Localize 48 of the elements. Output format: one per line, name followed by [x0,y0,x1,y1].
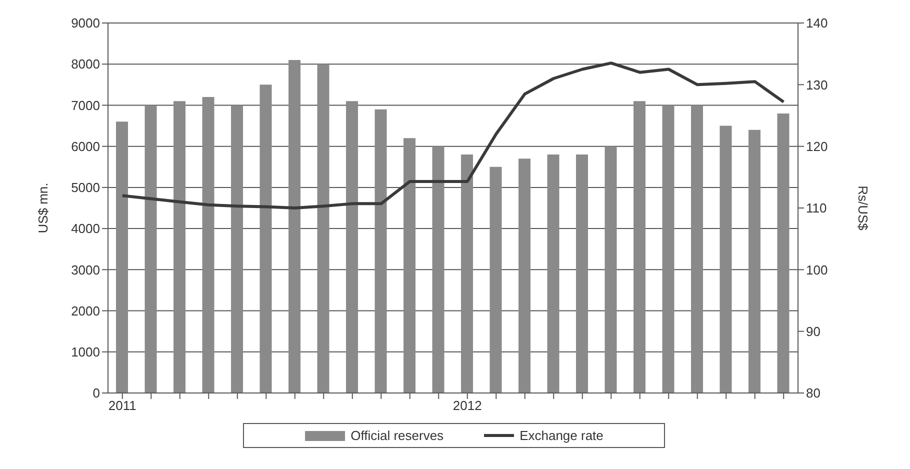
y2-tick-label: 130 [806,77,828,92]
bar [288,60,300,393]
bar [174,101,186,393]
y2-tick-label: 110 [806,200,827,216]
bar [144,105,157,393]
x-tick-label: 2011 [108,398,136,414]
bar [116,122,128,393]
bar [202,97,214,393]
y-tick-label: 9000 [71,16,100,31]
y-tick-label: 1000 [71,344,100,360]
y-tick-label: 8000 [71,56,100,72]
y-tick-label: 7000 [71,98,100,113]
legend-label: Exchange rate [518,428,604,443]
bar [748,130,760,393]
x-tick-label: 2012 [452,398,482,414]
bar [691,105,703,393]
y2-tick-label: 140 [806,16,828,31]
y-tick-label: 2000 [71,303,100,318]
bar [518,158,530,393]
y2-tick-label: 100 [806,262,828,278]
y-tick-label: 4000 [71,221,100,236]
bar [720,126,732,393]
bar [404,138,416,393]
legend-label: Official reserves [350,428,444,443]
y2-tick-label: 120 [806,138,828,154]
bar [461,154,473,393]
bar [547,154,560,393]
y2-axis-title: Rs/US$ [855,186,870,232]
line-series [120,62,786,210]
y-tick-label: 3000 [71,262,100,278]
bar [317,64,330,393]
bar [231,105,243,393]
y-tick-label: 0 [92,386,100,401]
bar [634,101,646,393]
bar [432,146,444,393]
bar [777,113,790,393]
y-tick-label: 5000 [71,180,100,196]
bar [260,84,272,393]
bar [346,101,358,393]
y-tick-label: 6000 [71,138,100,154]
y2-tick-label: 80 [806,386,820,401]
bar [490,166,502,393]
bar [576,154,588,393]
y2-tick-label: 90 [806,324,820,339]
bar [374,109,387,393]
bar [662,105,674,393]
y-axis-title: US$ mn. [36,182,51,234]
bar [604,146,617,393]
